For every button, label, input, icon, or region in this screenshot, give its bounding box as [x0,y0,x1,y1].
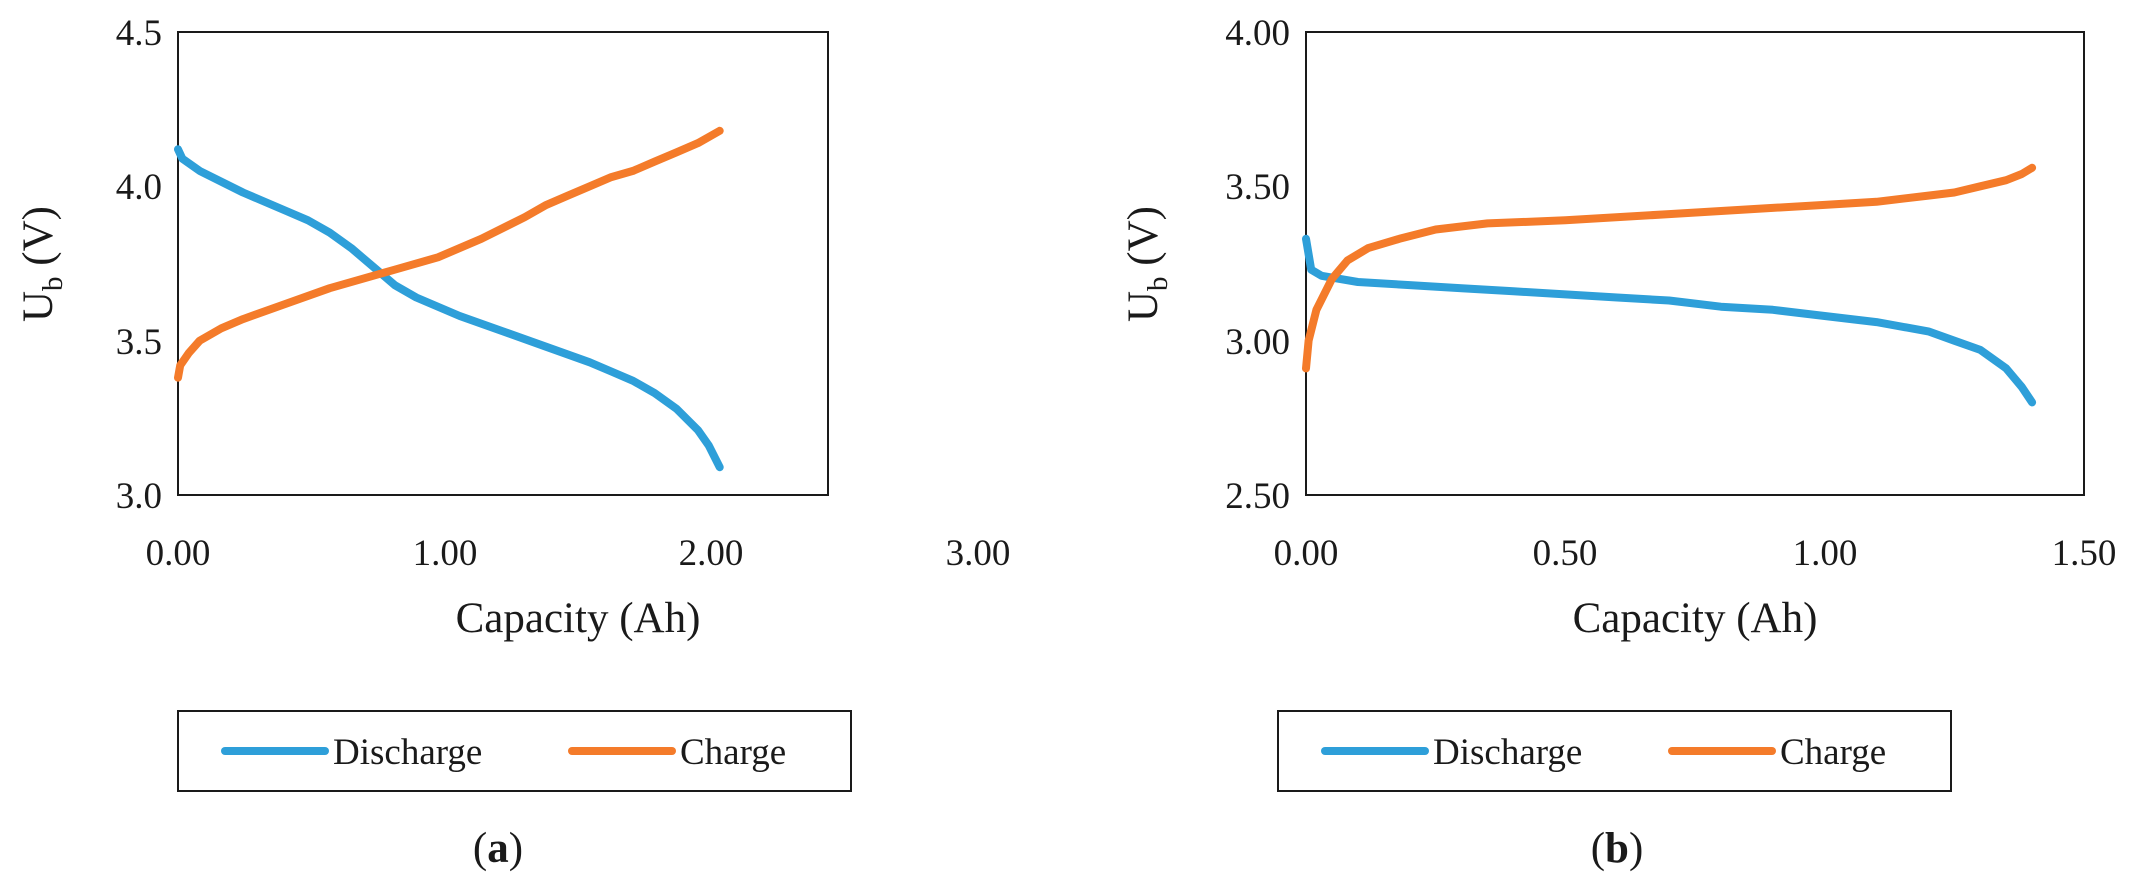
series-lines-b [1302,163,2037,407]
y-axis-title-b-unit: (V) [1120,206,1167,276]
legend-a: Discharge Charge [177,710,852,792]
x-axis-title-a: Capacity (Ah) [456,595,701,642]
xtick-label-b-1: 0.50 [1533,533,1598,574]
panel-label-b-letter: b [1605,825,1629,872]
series-line-a-discharge [174,145,724,472]
ytick-label-b-1: 3.00 [1225,322,1290,363]
chart-b: 2.50 3.00 3.50 4.00 0.00 0.50 1.00 1.50 … [1120,13,2116,872]
xtick-label-b-0: 0.00 [1274,533,1339,574]
panel-label-a: (a) [473,825,523,872]
legend-label-a-discharge: Discharge [333,732,482,773]
y-axis-title-a-unit: (V) [15,206,62,276]
x-axis-title-b: Capacity (Ah) [1573,595,1818,642]
legend-b: Discharge Charge [1277,710,1952,792]
y-axis-title-a-sub: b [37,276,69,291]
legend-label-b-discharge: Discharge [1433,732,1582,773]
series-line-b-discharge [1302,234,2037,407]
plot-area-a [177,31,829,496]
y-axis-title-b-sub: b [1142,276,1174,291]
series-line-b-charge [1302,163,2037,373]
ytick-label-a-0: 3.0 [116,476,162,517]
ytick-label-b-0: 2.50 [1225,476,1290,517]
ytick-label-a-2: 4.0 [116,167,162,208]
xtick-label-b-2: 1.00 [1793,533,1858,574]
legend-box-a [177,710,852,792]
ytick-label-a-1: 3.5 [116,322,162,363]
xtick-label-a-2: 2.00 [679,533,744,574]
ytick-label-a-3: 4.5 [116,13,162,54]
xtick-label-a-1: 1.00 [413,533,478,574]
series-line-a-charge [174,126,724,382]
xtick-label-a-0: 0.00 [146,533,211,574]
plot-area-b [1305,31,2085,496]
panel-label-a-letter: a [487,825,509,872]
y-axis-title-b-main: U [1120,291,1167,322]
legend-label-a-charge: Charge [680,732,786,773]
legend-box-b [1277,710,1952,792]
ytick-label-b-3: 4.00 [1225,13,1290,54]
y-axis-title-a: Ub (V) [15,206,69,322]
y-axis-title-a-main: U [15,291,62,322]
panel-label-b: (b) [1591,825,1644,872]
xtick-label-b-3: 1.50 [2052,533,2117,574]
ytick-label-b-2: 3.50 [1225,167,1290,208]
legend-label-b-charge: Charge [1780,732,1886,773]
y-axis-title-b: Ub (V) [1120,206,1174,322]
chart-a: 3.0 3.5 4.0 4.5 0.00 1.00 2.00 3.00 Capa… [15,13,1010,872]
xtick-label-a-3: 3.00 [946,533,1011,574]
series-lines-a [174,126,724,472]
